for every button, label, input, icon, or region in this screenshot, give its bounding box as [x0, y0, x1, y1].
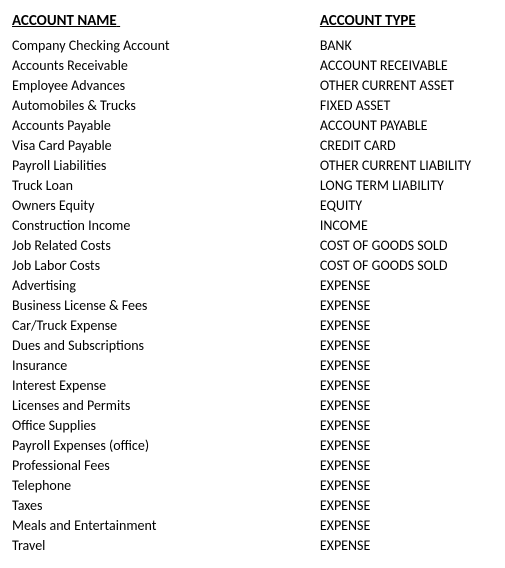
account-name-cell: Licenses and Permits: [12, 396, 320, 416]
account-name-cell: Telephone: [12, 476, 320, 496]
account-name-cell: Payroll Liabilities: [12, 156, 320, 176]
account-type-cell: EXPENSE: [320, 336, 493, 356]
column-account-type: ACCOUNT TYPE BANKACCOUNT RECEIVABLEOTHER…: [320, 12, 493, 556]
account-name-cell: Business License & Fees: [12, 296, 320, 316]
account-type-cell: EXPENSE: [320, 436, 493, 456]
account-type-cell: ACCOUNT RECEIVABLE: [320, 56, 493, 76]
account-name-cell: Office Supplies: [12, 416, 320, 436]
account-name-cell: Accounts Payable: [12, 116, 320, 136]
account-type-cell: EQUITY: [320, 196, 493, 216]
account-table: ACCOUNT NAME Company Checking AccountAcc…: [12, 12, 493, 556]
account-type-cell: EXPENSE: [320, 276, 493, 296]
column-account-name: ACCOUNT NAME Company Checking AccountAcc…: [12, 12, 320, 556]
header-account-name-text: ACCOUNT NAME: [12, 12, 117, 30]
account-name-cell: Job Labor Costs: [12, 256, 320, 276]
account-type-cell: EXPENSE: [320, 496, 493, 516]
account-name-cell: Automobiles & Trucks: [12, 96, 320, 116]
account-name-cell: Interest Expense: [12, 376, 320, 396]
account-type-cell: EXPENSE: [320, 476, 493, 496]
account-type-cell: COST OF GOODS SOLD: [320, 236, 493, 256]
account-type-cell: CREDIT CARD: [320, 136, 493, 156]
account-name-cell: Employee Advances: [12, 76, 320, 96]
account-type-cell: EXPENSE: [320, 296, 493, 316]
account-type-cell: EXPENSE: [320, 316, 493, 336]
account-type-cell: EXPENSE: [320, 416, 493, 436]
account-type-cell: INCOME: [320, 216, 493, 236]
account-name-cell: Job Related Costs: [12, 236, 320, 256]
account-name-cell: Truck Loan: [12, 176, 320, 196]
account-name-cell: Advertising: [12, 276, 320, 296]
account-type-cell: ACCOUNT PAYABLE: [320, 116, 493, 136]
account-name-cell: Payroll Expenses (office): [12, 436, 320, 456]
account-name-cell: Dues and Subscriptions: [12, 336, 320, 356]
account-name-cell: Meals and Entertainment: [12, 516, 320, 536]
account-type-cell: COST OF GOODS SOLD: [320, 256, 493, 276]
account-name-cell: Car/Truck Expense: [12, 316, 320, 336]
account-name-cell: Visa Card Payable: [12, 136, 320, 156]
account-name-cell: Owners Equity: [12, 196, 320, 216]
account-type-cell: LONG TERM LIABILITY: [320, 176, 493, 196]
account-name-cell: Accounts Receivable: [12, 56, 320, 76]
header-account-type: ACCOUNT TYPE: [320, 12, 493, 30]
account-name-cell: Taxes: [12, 496, 320, 516]
account-type-cell: EXPENSE: [320, 456, 493, 476]
account-type-cell: EXPENSE: [320, 376, 493, 396]
account-name-cell: Travel: [12, 536, 320, 556]
account-name-cell: Insurance: [12, 356, 320, 376]
account-type-cell: EXPENSE: [320, 396, 493, 416]
account-name-cell: Company Checking Account: [12, 36, 320, 56]
account-type-cell: EXPENSE: [320, 516, 493, 536]
account-type-cell: OTHER CURRENT ASSET: [320, 76, 493, 96]
account-type-cell: FIXED ASSET: [320, 96, 493, 116]
account-name-cell: Construction Income: [12, 216, 320, 236]
account-type-cell: OTHER CURRENT LIABILITY: [320, 156, 493, 176]
account-type-cell: EXPENSE: [320, 356, 493, 376]
account-type-cell: BANK: [320, 36, 493, 56]
account-name-cell: Professional Fees: [12, 456, 320, 476]
header-account-name: ACCOUNT NAME: [12, 12, 320, 30]
account-type-cell: EXPENSE: [320, 536, 493, 556]
